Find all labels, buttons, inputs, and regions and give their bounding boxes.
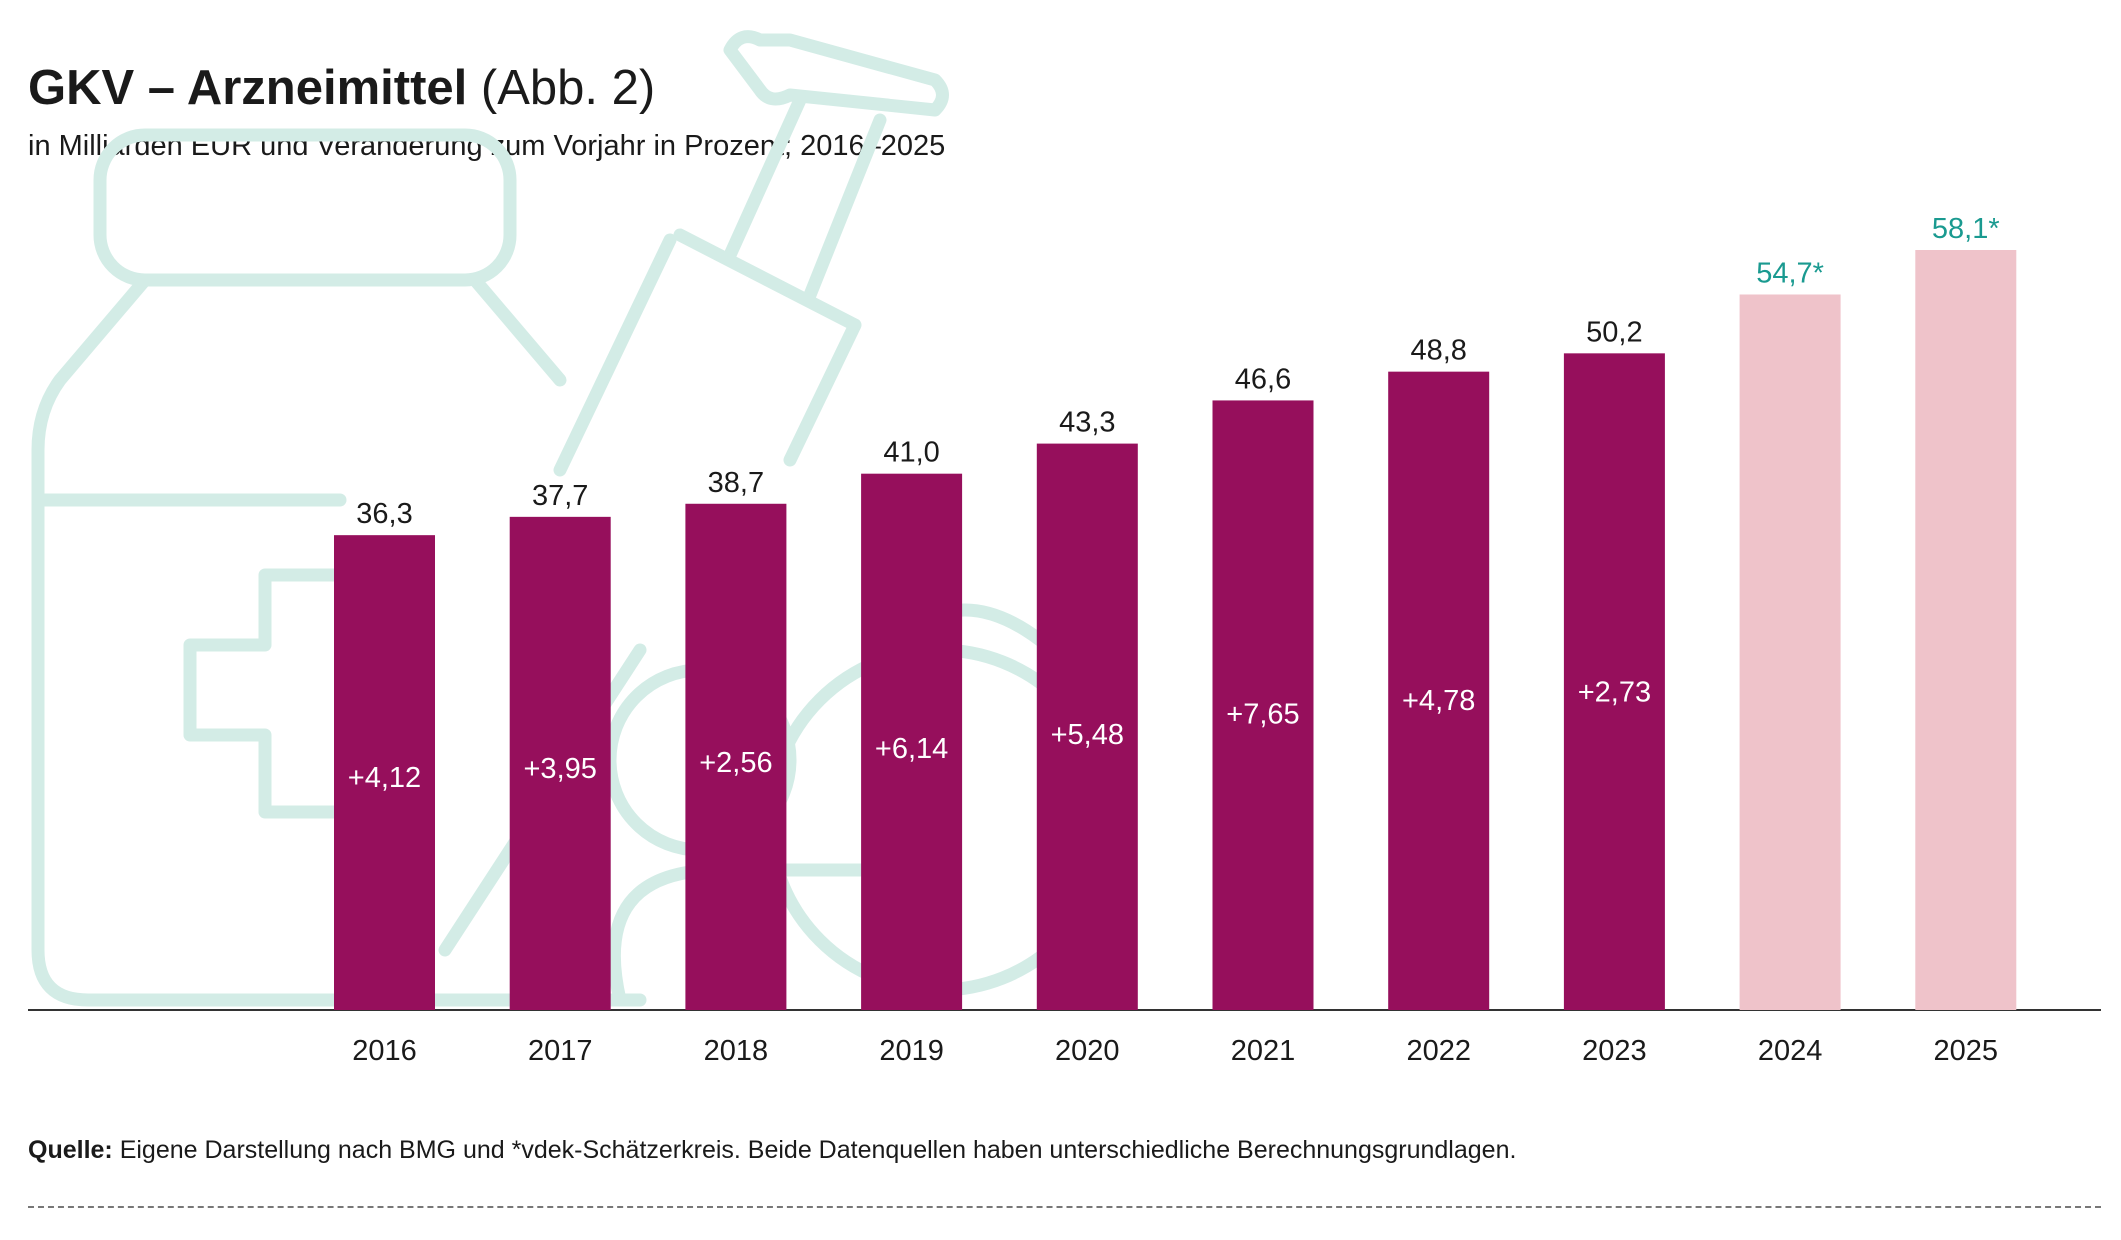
x-tick-label-2016: 2016 bbox=[352, 1035, 417, 1067]
syringe-plunger-outline bbox=[723, 30, 949, 117]
syringe-barrel-outline bbox=[553, 93, 887, 477]
change-label-2017: +3,95 bbox=[524, 753, 597, 785]
value-label-2017: 37,7 bbox=[532, 480, 588, 512]
x-tick-label-2017: 2017 bbox=[528, 1035, 593, 1067]
bottle-shoulder-outline bbox=[468, 273, 567, 387]
change-label-2020: +5,48 bbox=[1051, 719, 1124, 751]
change-label-2022: +4,78 bbox=[1402, 685, 1475, 717]
bar-2025 bbox=[1915, 250, 2017, 1010]
bar-2023 bbox=[1563, 353, 1665, 1010]
x-tick-label-2024: 2024 bbox=[1758, 1035, 1823, 1067]
value-label-2024: 54,7* bbox=[1756, 257, 1824, 289]
chart-title-figure-number: (Abb. 2) bbox=[480, 61, 656, 115]
value-label-2025: 58,1* bbox=[1932, 213, 2000, 245]
bar-2019 bbox=[861, 473, 963, 1010]
value-label-2018: 38,7 bbox=[708, 467, 764, 499]
x-tick-label-2018: 2018 bbox=[704, 1035, 769, 1067]
bottle-body-outline bbox=[31, 273, 647, 1007]
change-label-2023: +2,73 bbox=[1578, 676, 1651, 708]
bar-2018 bbox=[685, 503, 787, 1010]
x-tick-label-2023: 2023 bbox=[1582, 1035, 1647, 1067]
x-tick-label-2022: 2022 bbox=[1406, 1035, 1471, 1067]
value-label-2022: 48,8 bbox=[1410, 335, 1466, 367]
x-tick-labels-group: 2016 2017 2018 2019 2020 2021 2022 2023 2024 2025 bbox=[352, 1035, 1998, 1067]
value-label-2021: 46,6 bbox=[1235, 363, 1291, 395]
source-text: Eigene Darstellung nach BMG und *vdek-Sc… bbox=[119, 1136, 1517, 1164]
value-label-2023: 50,2 bbox=[1586, 316, 1642, 348]
value-label-2020: 43,3 bbox=[1059, 407, 1115, 439]
bar-2021 bbox=[1212, 400, 1314, 1010]
x-tick-label-2020: 2020 bbox=[1055, 1035, 1120, 1067]
change-label-2021: +7,65 bbox=[1226, 699, 1299, 731]
value-labels-group: 36,3 37,7 38,7 41,0 43,3 46,6 48,8 50,2 54,7* 58,… bbox=[356, 213, 1999, 530]
bar-2022 bbox=[1388, 371, 1490, 1010]
medical-cross-icon bbox=[183, 568, 342, 819]
value-label-2016: 36,3 bbox=[356, 498, 412, 530]
bottom-divider bbox=[28, 1206, 2101, 1208]
bar-2016 bbox=[334, 535, 435, 1010]
value-label-2019: 41,0 bbox=[883, 437, 939, 469]
bar-2020 bbox=[1036, 443, 1138, 1010]
source-note: Quelle: Eigene Darstellung nach BMG und … bbox=[28, 1136, 1516, 1165]
bar-2024 bbox=[1739, 294, 1841, 1010]
change-label-2019: +6,14 bbox=[875, 733, 948, 765]
x-tick-label-2025: 2025 bbox=[1934, 1035, 1999, 1067]
source-label: Quelle: bbox=[28, 1136, 113, 1164]
x-tick-label-2021: 2021 bbox=[1231, 1035, 1296, 1067]
bottle-cap-outline bbox=[93, 128, 517, 287]
chart-title: GKV – Arzneimittel (Abb. 2) bbox=[28, 61, 656, 116]
bars-group bbox=[334, 250, 2017, 1010]
change-label-2016: +4,12 bbox=[348, 762, 421, 794]
bar-2017 bbox=[509, 516, 611, 1010]
x-tick-label-2019: 2019 bbox=[879, 1035, 944, 1067]
change-label-2018: +2,56 bbox=[699, 747, 772, 779]
chart-title-main: GKV – Arzneimittel bbox=[28, 61, 468, 115]
change-labels-group: +4,12 +3,95 +2,56 +6,14 +5,48 +7,65 +4,78 +2,73 bbox=[348, 676, 1651, 793]
